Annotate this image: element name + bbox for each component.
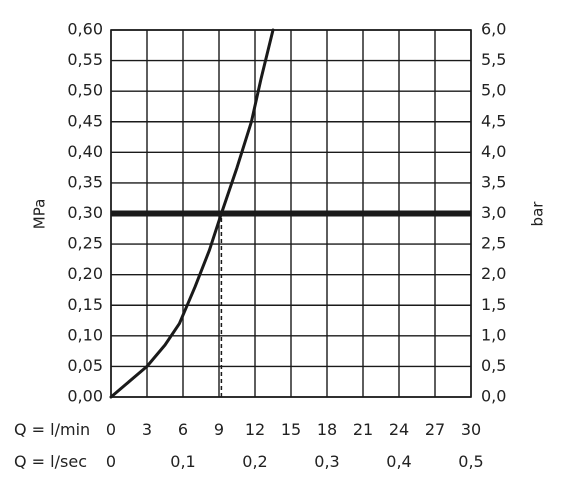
x-axis-row1-label: Q = l/min	[14, 420, 90, 439]
y-tick-label-left: 0,35	[67, 172, 103, 191]
y-tick-label-left: 0,60	[67, 20, 103, 39]
y-tick-label-right: 5,5	[481, 50, 506, 69]
x-tick-label-lmin: 3	[142, 420, 152, 439]
y-tick-label-right: 0,0	[481, 387, 506, 406]
y-tick-label-right: 5,0	[481, 81, 506, 100]
x-tick-label-lmin: 21	[353, 420, 373, 439]
x-tick-label-lmin: 6	[178, 420, 188, 439]
y-tick-label-right: 4,0	[481, 142, 506, 161]
y-tick-label-left: 0,00	[67, 387, 103, 406]
x-tick-label-lmin: 15	[281, 420, 301, 439]
x-tick-label-lsec: 0,3	[314, 452, 339, 471]
y-tick-label-right: 2,0	[481, 264, 506, 283]
y-tick-label-right: 3,0	[481, 203, 506, 222]
y-tick-label-left: 0,25	[67, 234, 103, 253]
y-tick-label-left: 0,20	[67, 264, 103, 283]
y-tick-label-left: 0,10	[67, 325, 103, 344]
x-tick-label-lsec: 0,2	[242, 452, 267, 471]
y-tick-label-left: 0,05	[67, 356, 103, 375]
y-tick-label-left: 0,55	[67, 50, 103, 69]
y-tick-label-right: 2,5	[481, 234, 506, 253]
y-tick-label-right: 1,0	[481, 325, 506, 344]
y-axis-title-left: MPa	[31, 199, 49, 230]
pressure-flow-curve	[109, 28, 275, 399]
y-tick-label-right: 3,5	[481, 172, 506, 191]
y-tick-label-left: 0,45	[67, 111, 103, 130]
x-tick-label-lsec: 0,1	[170, 452, 195, 471]
y-tick-label-right: 0,5	[481, 356, 506, 375]
labels: MPa bar Q = l/min Q = l/sec 0,000,050,10…	[14, 20, 547, 472]
x-tick-label-lmin: 30	[461, 420, 481, 439]
y-axis-title-right: bar	[529, 201, 547, 227]
x-tick-label-lsec: 0	[106, 452, 116, 471]
y-tick-label-left: 0,30	[67, 203, 103, 222]
x-tick-label-lmin: 18	[317, 420, 337, 439]
y-tick-label-right: 1,5	[481, 295, 506, 314]
x-tick-label-lmin: 24	[389, 420, 409, 439]
y-tick-label-left: 0,50	[67, 81, 103, 100]
x-tick-label-lmin: 9	[214, 420, 224, 439]
x-tick-label-lmin: 27	[425, 420, 445, 439]
x-tick-label-lmin: 12	[245, 420, 265, 439]
x-tick-label-lsec: 0,5	[458, 452, 483, 471]
y-tick-label-right: 4,5	[481, 111, 506, 130]
x-axis-row2-label: Q = l/sec	[14, 452, 87, 471]
x-tick-label-lsec: 0,4	[386, 452, 411, 471]
x-tick-label-lmin: 0	[106, 420, 116, 439]
y-tick-label-right: 6,0	[481, 20, 506, 39]
y-tick-label-left: 0,15	[67, 295, 103, 314]
series-layer	[109, 28, 471, 399]
y-tick-label-left: 0,40	[67, 142, 103, 161]
